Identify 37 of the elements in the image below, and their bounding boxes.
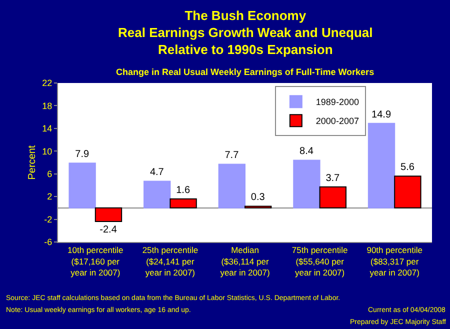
data-label: 7.9 [75, 149, 90, 160]
legend-label: 1989-2000 [316, 97, 359, 108]
bar [68, 162, 96, 208]
y-tick-label: 2 [47, 192, 52, 202]
data-label: -2.4 [100, 224, 118, 236]
data-label: 1.6 [176, 184, 190, 196]
bar [218, 164, 246, 208]
y-tick-label: 14 [42, 124, 52, 134]
bar [368, 122, 396, 208]
y-tick-label: 6 [47, 169, 52, 180]
legend-label: 2000-2007 [316, 116, 359, 126]
x-tick-label: Median ($36,114 per year in 2007) [220, 245, 270, 278]
data-label: 3.7 [326, 172, 340, 184]
y-tick-label: 22 [42, 78, 52, 88]
y-tick-label: -2 [44, 214, 52, 224]
chart-subtitle: Change in Real Usual Weekly Earnings of Full-Time Workers [116, 67, 374, 77]
y-tick-label: 10 [42, 146, 52, 156]
y-tick-label: -6 [44, 237, 52, 248]
y-tick-label: 18 [42, 100, 52, 111]
bar [293, 160, 320, 208]
x-tick-label: 75th percentile ($55,640 per year in 2007) [292, 245, 348, 278]
data-label: 0.3 [250, 192, 266, 204]
x-tick-label: 10th percentile ($17,160 per year in 2007) [68, 245, 124, 278]
data-label: 5.6 [400, 162, 415, 174]
y-axis-title: Percent [27, 145, 38, 180]
chart-title: The Bush Economy Real Earnings Growth Weak and Unequal Relative to 1990s Expansion [118, 8, 373, 57]
bar [94, 207, 122, 222]
data-label: 7.7 [224, 150, 240, 162]
data-label: 8.4 [300, 146, 314, 158]
bar [319, 186, 346, 208]
x-tick-label: 90th percentile ($83,317 per year in 2007) [366, 245, 423, 278]
bar [144, 180, 171, 208]
data-label: 4.7 [150, 167, 164, 178]
bar [394, 176, 422, 208]
bar [170, 198, 197, 208]
data-label: 14.9 [372, 109, 392, 120]
x-tick-label: 25th percentile ($24,141 per year in 2007) [142, 245, 198, 278]
